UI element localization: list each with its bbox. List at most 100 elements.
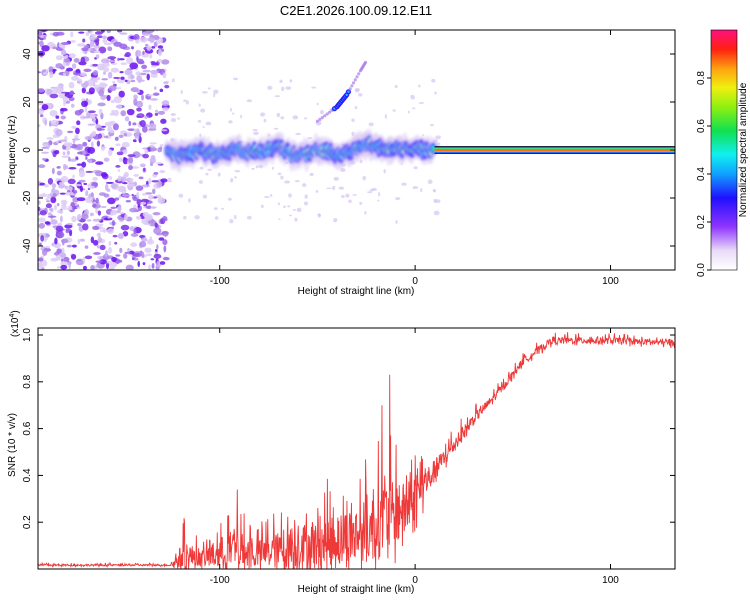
noise-blob [135, 185, 144, 191]
faint-dot [183, 215, 187, 220]
noise-blob [57, 222, 62, 227]
noise-blob [153, 172, 159, 175]
faint-dot [279, 79, 283, 84]
noise-blob [75, 183, 82, 187]
faint-dot [213, 207, 218, 211]
noise-blob [74, 135, 79, 139]
noise-blob [135, 71, 142, 76]
noise-blob [119, 32, 128, 35]
faint-dot [418, 84, 421, 88]
noise-blob [40, 114, 44, 118]
noise-blob [152, 212, 161, 216]
noise-blob [84, 255, 93, 260]
noise-blob [95, 161, 104, 165]
faint-dot [188, 198, 191, 203]
noise-blob [68, 262, 71, 270]
faint-dot [240, 114, 243, 119]
noise-blob [142, 69, 151, 73]
noise-blob [158, 237, 165, 241]
noise-blob [148, 104, 152, 111]
noise-blob [71, 125, 77, 129]
noise-blob [157, 58, 163, 63]
noise-blob [110, 183, 118, 189]
noise-blob [85, 31, 90, 37]
noise-blob [136, 58, 144, 65]
noise-blob [98, 226, 104, 230]
noise-blob [45, 69, 49, 73]
noise-blob [115, 165, 121, 168]
noise-blob [125, 199, 131, 203]
noise-blob [136, 75, 143, 82]
y-tick-label: -20 [22, 190, 33, 205]
side-branch-mark [323, 114, 327, 118]
faint-dot [333, 176, 339, 181]
faint-dot [287, 205, 291, 208]
noise-blob [141, 94, 144, 101]
noise-blob [38, 257, 44, 262]
faint-dot [412, 186, 419, 190]
noise-blob [100, 125, 107, 128]
faint-dot [352, 194, 357, 196]
noise-blob [55, 255, 61, 259]
noise-blob [145, 253, 153, 257]
faint-dot [354, 87, 360, 91]
noise-blob [133, 94, 138, 100]
noise-blob [59, 252, 67, 259]
noise-blob [127, 154, 136, 158]
faint-dot [199, 133, 202, 138]
noise-blob [60, 49, 67, 56]
side-branch-mark [328, 110, 332, 114]
noise-blob [89, 34, 97, 37]
noise-blob [73, 58, 80, 63]
noise-blob [128, 177, 134, 183]
colorbar-tick-label: 0.0 [696, 263, 707, 277]
noise-blob [155, 232, 163, 236]
noise-blob [118, 134, 124, 138]
y-tick-label: 40 [22, 48, 33, 60]
noise-blob [122, 230, 129, 237]
noise-blob [39, 210, 47, 216]
noise-blob [133, 228, 137, 235]
noise-blob [38, 30, 43, 35]
faint-dot [202, 194, 208, 199]
noise-blob [91, 79, 99, 84]
noise-blob [44, 119, 48, 126]
noise-blob [161, 59, 170, 65]
side-branch-mark [351, 81, 356, 85]
noise-blob [99, 229, 109, 233]
noise-blob [78, 31, 85, 34]
noise-blob [137, 204, 140, 208]
noise-blob [70, 31, 74, 38]
noise-blob [66, 244, 73, 248]
noise-blob [130, 233, 139, 237]
noise-blob [38, 71, 42, 74]
noise-blob [146, 73, 150, 81]
noise-blob [38, 262, 43, 270]
noise-blob [95, 260, 103, 263]
faint-dot [348, 199, 352, 204]
noise-blob [154, 222, 158, 228]
noise-blob [56, 140, 59, 144]
noise-blob [87, 187, 91, 191]
noise-blob [73, 190, 78, 194]
faint-dot [267, 85, 273, 90]
noise-blob [60, 261, 69, 267]
noise-blob [124, 213, 128, 221]
noise-blob [47, 212, 52, 217]
faint-dot [213, 93, 216, 98]
noise-blob [52, 69, 57, 72]
noise-blob [54, 258, 62, 261]
faint-dot [201, 91, 208, 94]
faint-dot [340, 195, 345, 199]
noise-blob [66, 150, 70, 156]
noise-blob [48, 66, 54, 72]
noise-blob [121, 187, 127, 195]
noise-blob [136, 128, 140, 136]
noise-blob [102, 39, 108, 44]
side-branch-mark [320, 116, 324, 120]
noise-blob [112, 80, 116, 84]
faint-dot [178, 193, 184, 198]
faint-dot [202, 126, 206, 128]
noise-blob [41, 103, 49, 111]
noise-blob [47, 215, 57, 218]
